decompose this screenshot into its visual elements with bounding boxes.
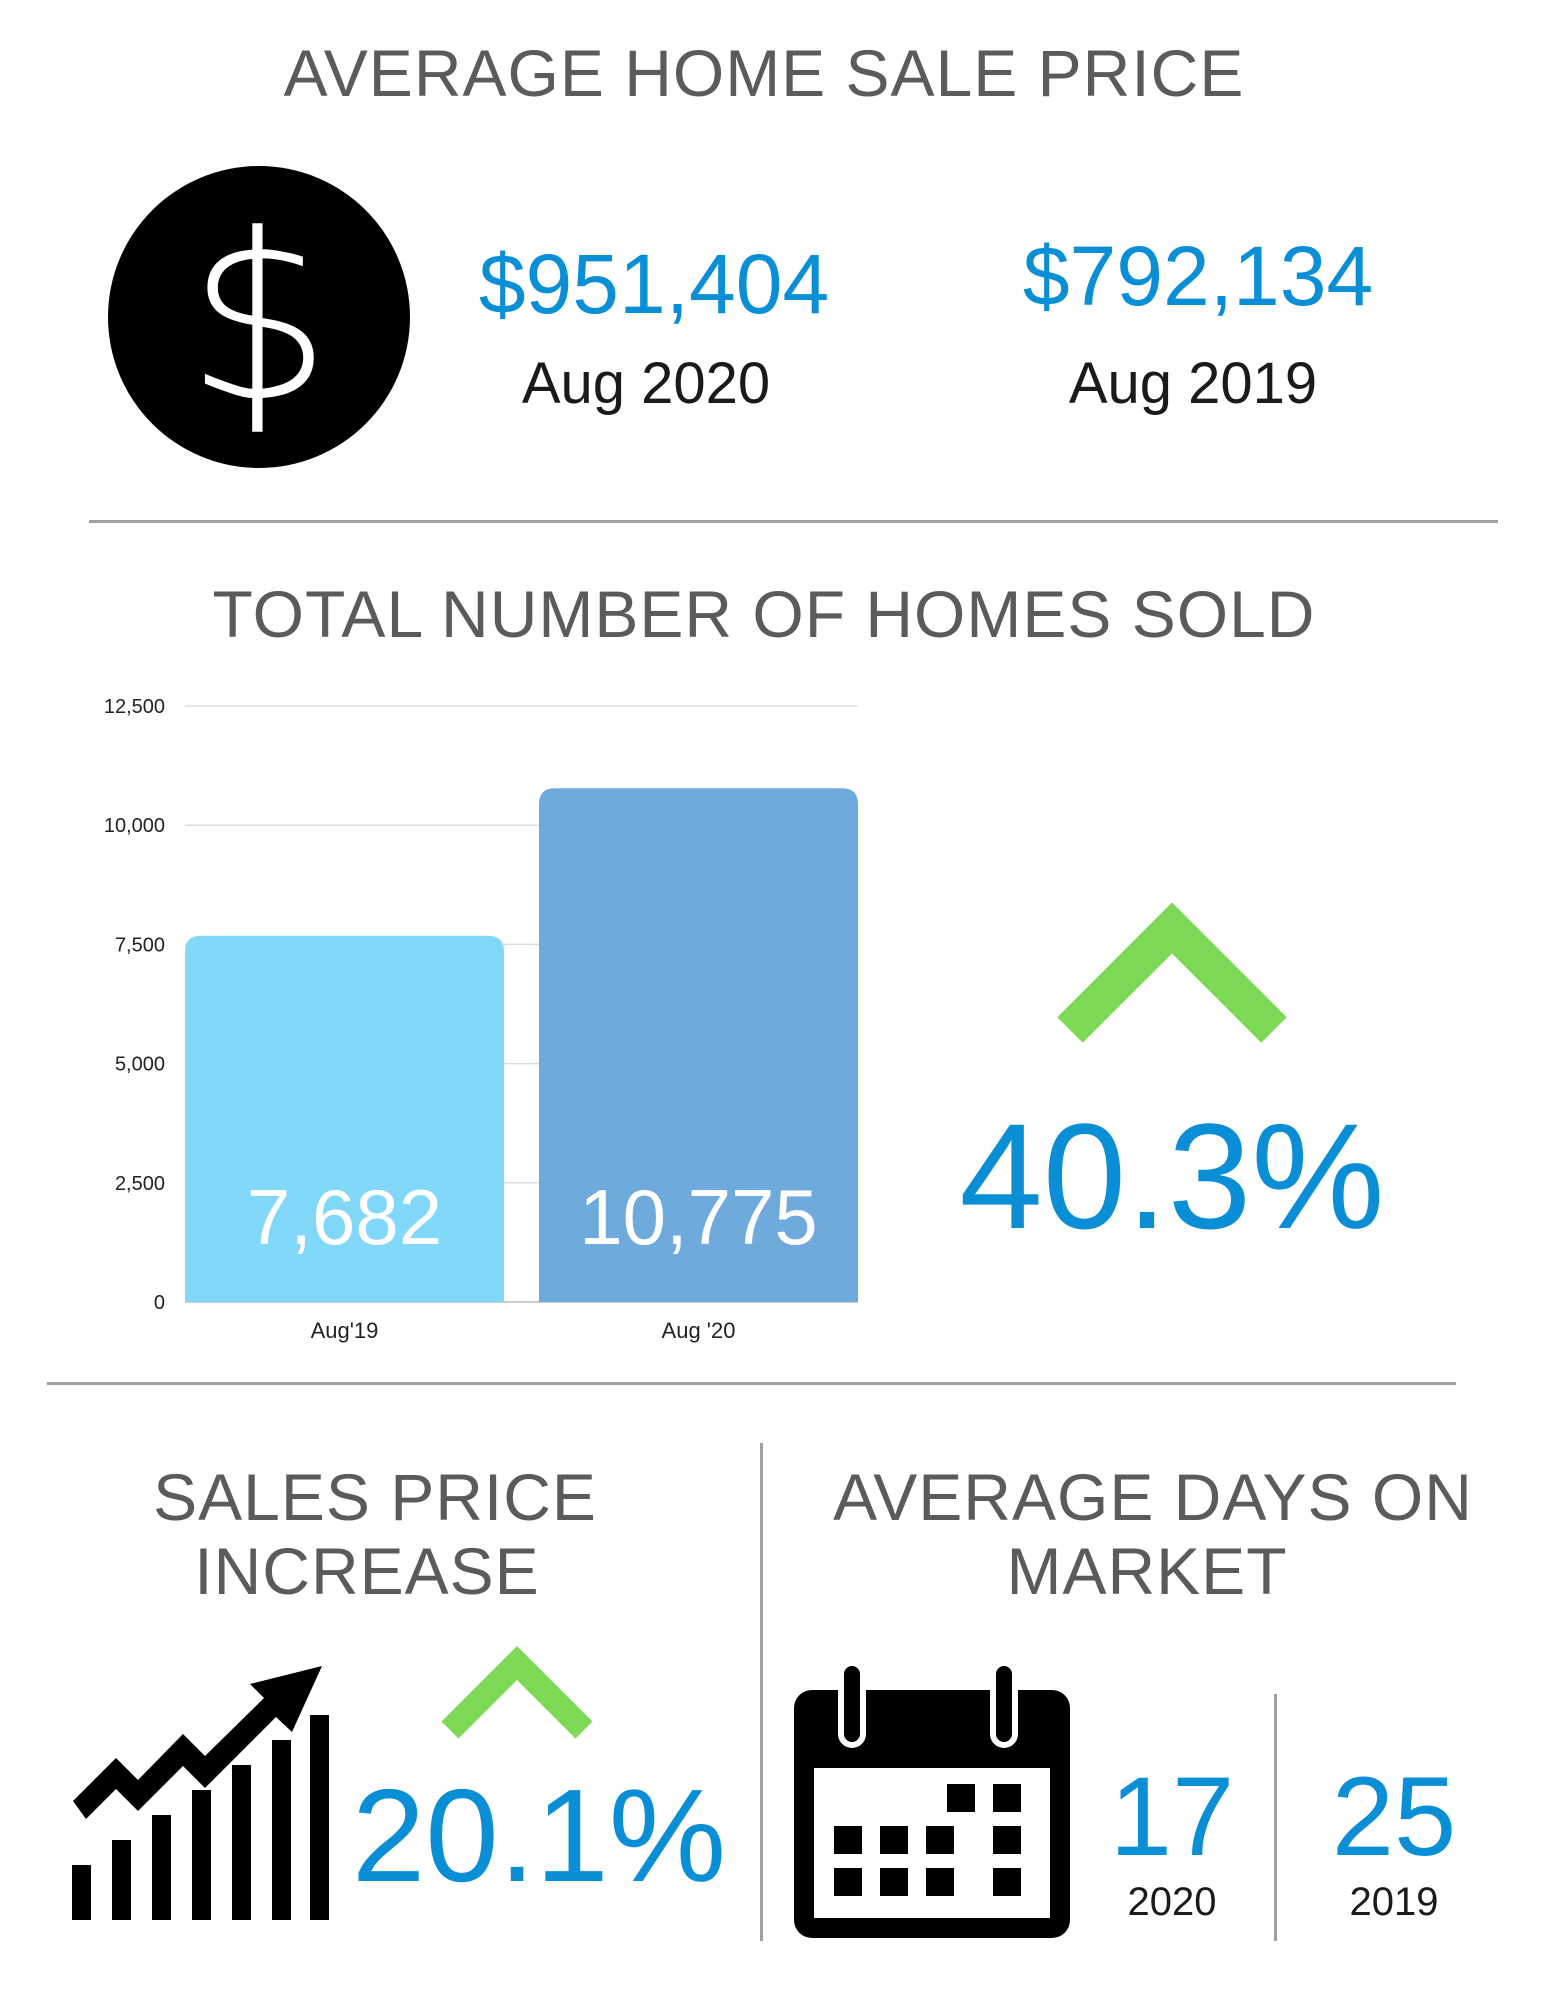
divider xyxy=(47,1382,1456,1385)
dollar-circle-icon: $ xyxy=(108,166,410,468)
days-on-market-previous: 25 xyxy=(1331,1754,1457,1879)
divider xyxy=(89,520,1498,523)
y-tick-label: 5,000 xyxy=(115,1054,165,1076)
section-title-days-on-market-line1: AVERAGE DAYS ON xyxy=(833,1460,1473,1534)
chevron-up-icon xyxy=(1057,902,1287,1043)
bar xyxy=(539,788,858,1302)
x-tick-label: Aug'19 xyxy=(311,1318,379,1343)
divider-vertical xyxy=(1274,1694,1277,1941)
bar-value-label: 10,775 xyxy=(579,1173,818,1261)
calendar-icon xyxy=(794,1664,1070,1938)
section-title-average-sale-price: AVERAGE HOME SALE PRICE xyxy=(283,36,1245,110)
days-on-market-current-label: 2020 xyxy=(1127,1880,1217,1924)
y-tick-label: 10,000 xyxy=(104,815,165,837)
chevron-up-icon xyxy=(441,1646,593,1739)
bar xyxy=(185,935,504,1302)
current-price: $951,404 xyxy=(478,237,830,331)
homes-sold-change: 40.3% xyxy=(959,1092,1385,1260)
section-title-homes-sold: TOTAL NUMBER OF HOMES SOLD xyxy=(212,577,1316,651)
previous-price-label: Aug 2019 xyxy=(1068,351,1318,416)
growth-chart-icon xyxy=(72,1666,329,1920)
divider-vertical xyxy=(760,1443,763,1941)
y-tick-label: 7,500 xyxy=(115,934,165,956)
section-title-days-on-market-line2: MARKET xyxy=(1006,1534,1288,1608)
homes-sold-bar-chart: 0 2,500 5,000 7,500 10,000 12,500 7,682 Aug'19 1… xyxy=(104,696,858,1343)
y-tick-label: 0 xyxy=(154,1292,165,1314)
y-tick-label: 12,500 xyxy=(104,696,165,718)
y-tick-label: 2,500 xyxy=(115,1173,165,1195)
days-on-market-previous-label: 2019 xyxy=(1349,1880,1439,1924)
bar-value-label: 7,682 xyxy=(247,1173,442,1261)
previous-price: $792,134 xyxy=(1022,229,1374,323)
current-price-label: Aug 2020 xyxy=(521,351,771,416)
svg-text:$: $ xyxy=(186,186,332,453)
days-on-market-current: 17 xyxy=(1109,1754,1235,1879)
x-tick-label: Aug '20 xyxy=(662,1318,736,1343)
section-title-sales-price-increase-line2: INCREASE xyxy=(194,1534,540,1608)
sales-price-change: 20.1% xyxy=(351,1762,727,1909)
section-title-sales-price-increase-line1: SALES PRICE xyxy=(153,1460,597,1534)
